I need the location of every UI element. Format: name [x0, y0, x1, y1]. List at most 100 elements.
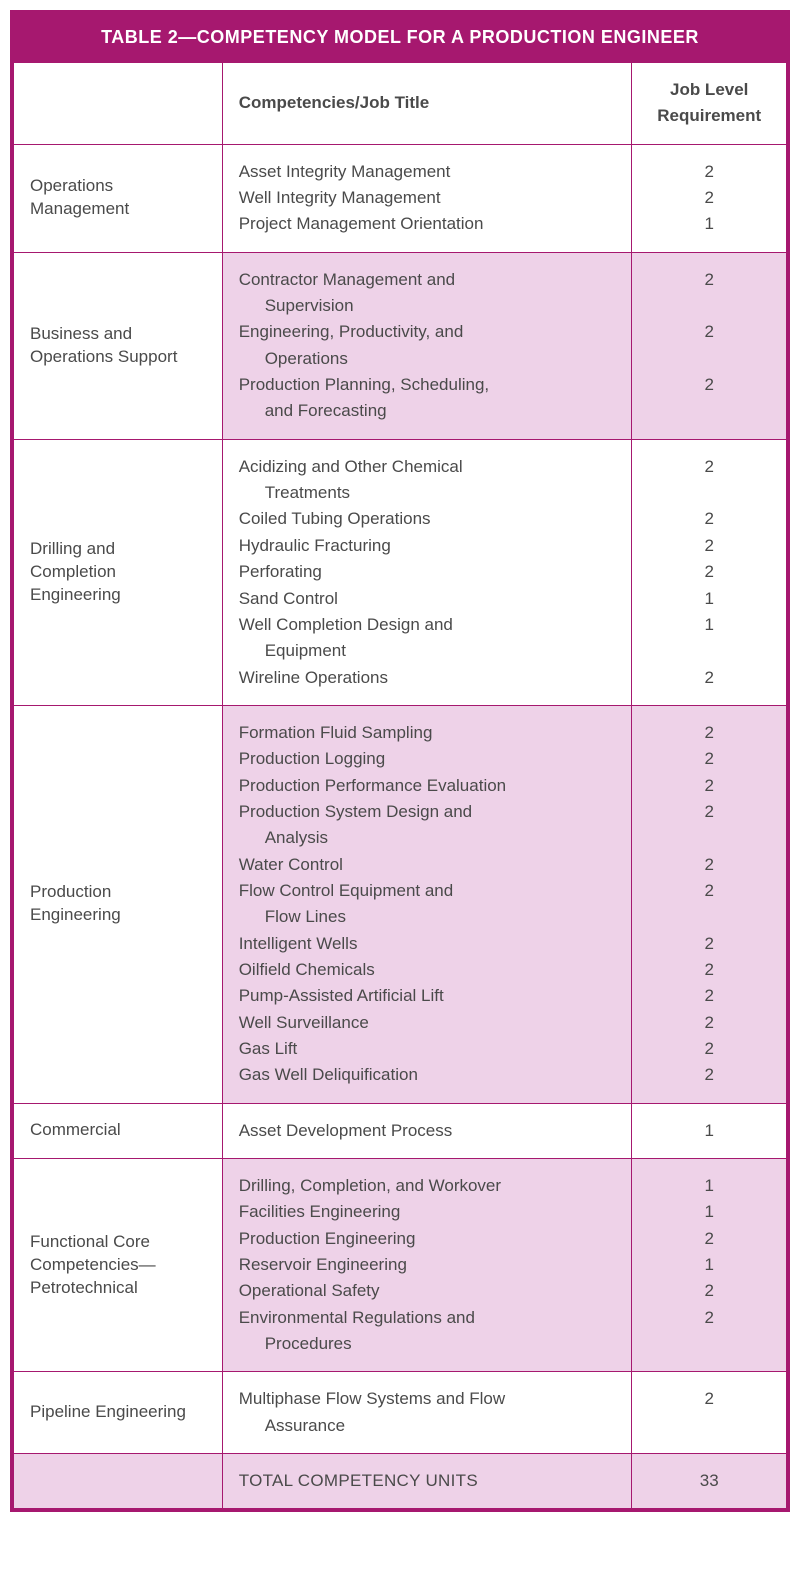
category-cell: Operations Management — [14, 144, 223, 252]
totals-label: TOTAL COMPETENCY UNITS — [222, 1454, 632, 1509]
requirement-value: 2 — [648, 319, 770, 345]
requirement-value: 2 — [648, 267, 770, 293]
competency-label: Engineering, Productivity, and — [239, 319, 616, 345]
requirement-value: 2 — [648, 185, 770, 211]
competency-table: Competencies/Job Title Job Level Require… — [13, 62, 787, 1509]
requirement-value: 1 — [648, 211, 770, 237]
requirement-cell: 2 2 2 — [632, 252, 787, 439]
competency-label: Environmental Regulations and — [239, 1305, 616, 1331]
competency-label: Project Management Orientation — [239, 211, 616, 237]
competency-label: Well Completion Design and — [239, 612, 616, 638]
competency-label: Asset Integrity Management — [239, 159, 616, 185]
table-row: Functional Core Competencies—Petrotechni… — [14, 1159, 787, 1372]
requirement-value: 2 — [648, 454, 770, 480]
requirement-value: 1 — [648, 586, 770, 612]
requirement-cell: 221 — [632, 144, 787, 252]
competency-label-continuation: Assurance — [239, 1413, 616, 1439]
requirement-cell: 2 — [632, 1372, 787, 1454]
competency-label: Perforating — [239, 559, 616, 585]
table-title: TABLE 2—COMPETENCY MODEL FOR A PRODUCTIO… — [13, 13, 787, 62]
competency-label: Asset Development Process — [239, 1118, 616, 1144]
requirement-value: 1 — [648, 1173, 770, 1199]
requirement-cell: 2222 22 222222 — [632, 705, 787, 1103]
competency-label-continuation: Equipment — [239, 638, 616, 664]
competency-cell: Multiphase Flow Systems and FlowAssuranc… — [222, 1372, 632, 1454]
table-header-row: Competencies/Job Title Job Level Require… — [14, 63, 787, 145]
competency-cell: Drilling, Completion, and WorkoverFacili… — [222, 1159, 632, 1372]
competency-cell: Formation Fluid SamplingProduction Loggi… — [222, 705, 632, 1103]
requirement-value: 2 — [648, 372, 770, 398]
competency-label: Hydraulic Fracturing — [239, 533, 616, 559]
competency-cell: Asset Development Process — [222, 1103, 632, 1158]
competency-label: Intelligent Wells — [239, 931, 616, 957]
requirement-blank — [648, 398, 770, 424]
table-row: Business and Operations SupportContracto… — [14, 252, 787, 439]
requirement-value: 2 — [648, 559, 770, 585]
competency-label: Well Integrity Management — [239, 185, 616, 211]
competency-label: Water Control — [239, 852, 616, 878]
requirement-blank — [648, 346, 770, 372]
competency-label-continuation: Analysis — [239, 825, 616, 851]
category-cell: Pipeline Engineering — [14, 1372, 223, 1454]
competency-label: Flow Control Equipment and — [239, 878, 616, 904]
competency-label: Wireline Operations — [239, 665, 616, 691]
requirement-value: 2 — [648, 983, 770, 1009]
requirement-value: 2 — [648, 159, 770, 185]
requirement-cell: 2 22211 2 — [632, 439, 787, 705]
competency-label-continuation: Operations — [239, 346, 616, 372]
category-cell: Commercial — [14, 1103, 223, 1158]
totals-value: 33 — [632, 1454, 787, 1509]
competency-label: Acidizing and Other Chemical — [239, 454, 616, 480]
competency-label: Production Logging — [239, 746, 616, 772]
competency-label: Sand Control — [239, 586, 616, 612]
requirement-value: 2 — [648, 720, 770, 746]
table-row: Production EngineeringFormation Fluid Sa… — [14, 705, 787, 1103]
category-cell: Functional Core Competencies—Petrotechni… — [14, 1159, 223, 1372]
requirement-value: 2 — [648, 931, 770, 957]
requirement-value: 1 — [648, 612, 770, 638]
competency-label: Operational Safety — [239, 1278, 616, 1304]
requirement-value: 2 — [648, 746, 770, 772]
table-row: Operations Management Asset Integrity Man… — [14, 144, 787, 252]
category-cell: Production Engineering — [14, 705, 223, 1103]
competency-cell: Contractor Management andSupervisionEngi… — [222, 252, 632, 439]
competency-label-continuation: and Forecasting — [239, 398, 616, 424]
requirement-blank — [648, 1331, 770, 1357]
requirement-cell: 1 — [632, 1103, 787, 1158]
requirement-value: 2 — [648, 506, 770, 532]
competency-label: Production Engineering — [239, 1226, 616, 1252]
competency-label: Gas Lift — [239, 1036, 616, 1062]
competency-label: Gas Well Deliquification — [239, 1062, 616, 1088]
requirement-value: 2 — [648, 665, 770, 691]
totals-blank — [14, 1454, 223, 1509]
table-row: Pipeline EngineeringMultiphase Flow Syst… — [14, 1372, 787, 1454]
category-cell: Drilling and Completion Engineering — [14, 439, 223, 705]
col-header-competencies: Competencies/Job Title — [222, 63, 632, 145]
requirement-value: 1 — [648, 1199, 770, 1225]
requirement-blank — [648, 638, 770, 664]
requirement-value: 2 — [648, 1036, 770, 1062]
requirement-blank — [648, 825, 770, 851]
competency-label: Production System Design and — [239, 799, 616, 825]
requirement-value: 2 — [648, 878, 770, 904]
totals-row: TOTAL COMPETENCY UNITS33 — [14, 1454, 787, 1509]
competency-label: Facilities Engineering — [239, 1199, 616, 1225]
table-row: Drilling and Completion EngineeringAcidi… — [14, 439, 787, 705]
competency-label: Coiled Tubing Operations — [239, 506, 616, 532]
competency-label: Pump-Assisted Artificial Lift — [239, 983, 616, 1009]
competency-label: Well Surveillance — [239, 1010, 616, 1036]
competency-label-continuation: Flow Lines — [239, 904, 616, 930]
competency-label: Multiphase Flow Systems and Flow — [239, 1386, 616, 1412]
requirement-value: 2 — [648, 1010, 770, 1036]
requirement-value: 2 — [648, 1305, 770, 1331]
requirement-value: 2 — [648, 1386, 770, 1412]
competency-label-continuation: Procedures — [239, 1331, 616, 1357]
competency-label: Production Planning, Scheduling, — [239, 372, 616, 398]
requirement-value: 2 — [648, 533, 770, 559]
competency-cell: Acidizing and Other ChemicalTreatmentsCo… — [222, 439, 632, 705]
competency-label-continuation: Treatments — [239, 480, 616, 506]
table-row: Commercial Asset Development Process 1 — [14, 1103, 787, 1158]
competency-label-continuation: Supervision — [239, 293, 616, 319]
requirement-blank — [648, 480, 770, 506]
col-header-category — [14, 63, 223, 145]
